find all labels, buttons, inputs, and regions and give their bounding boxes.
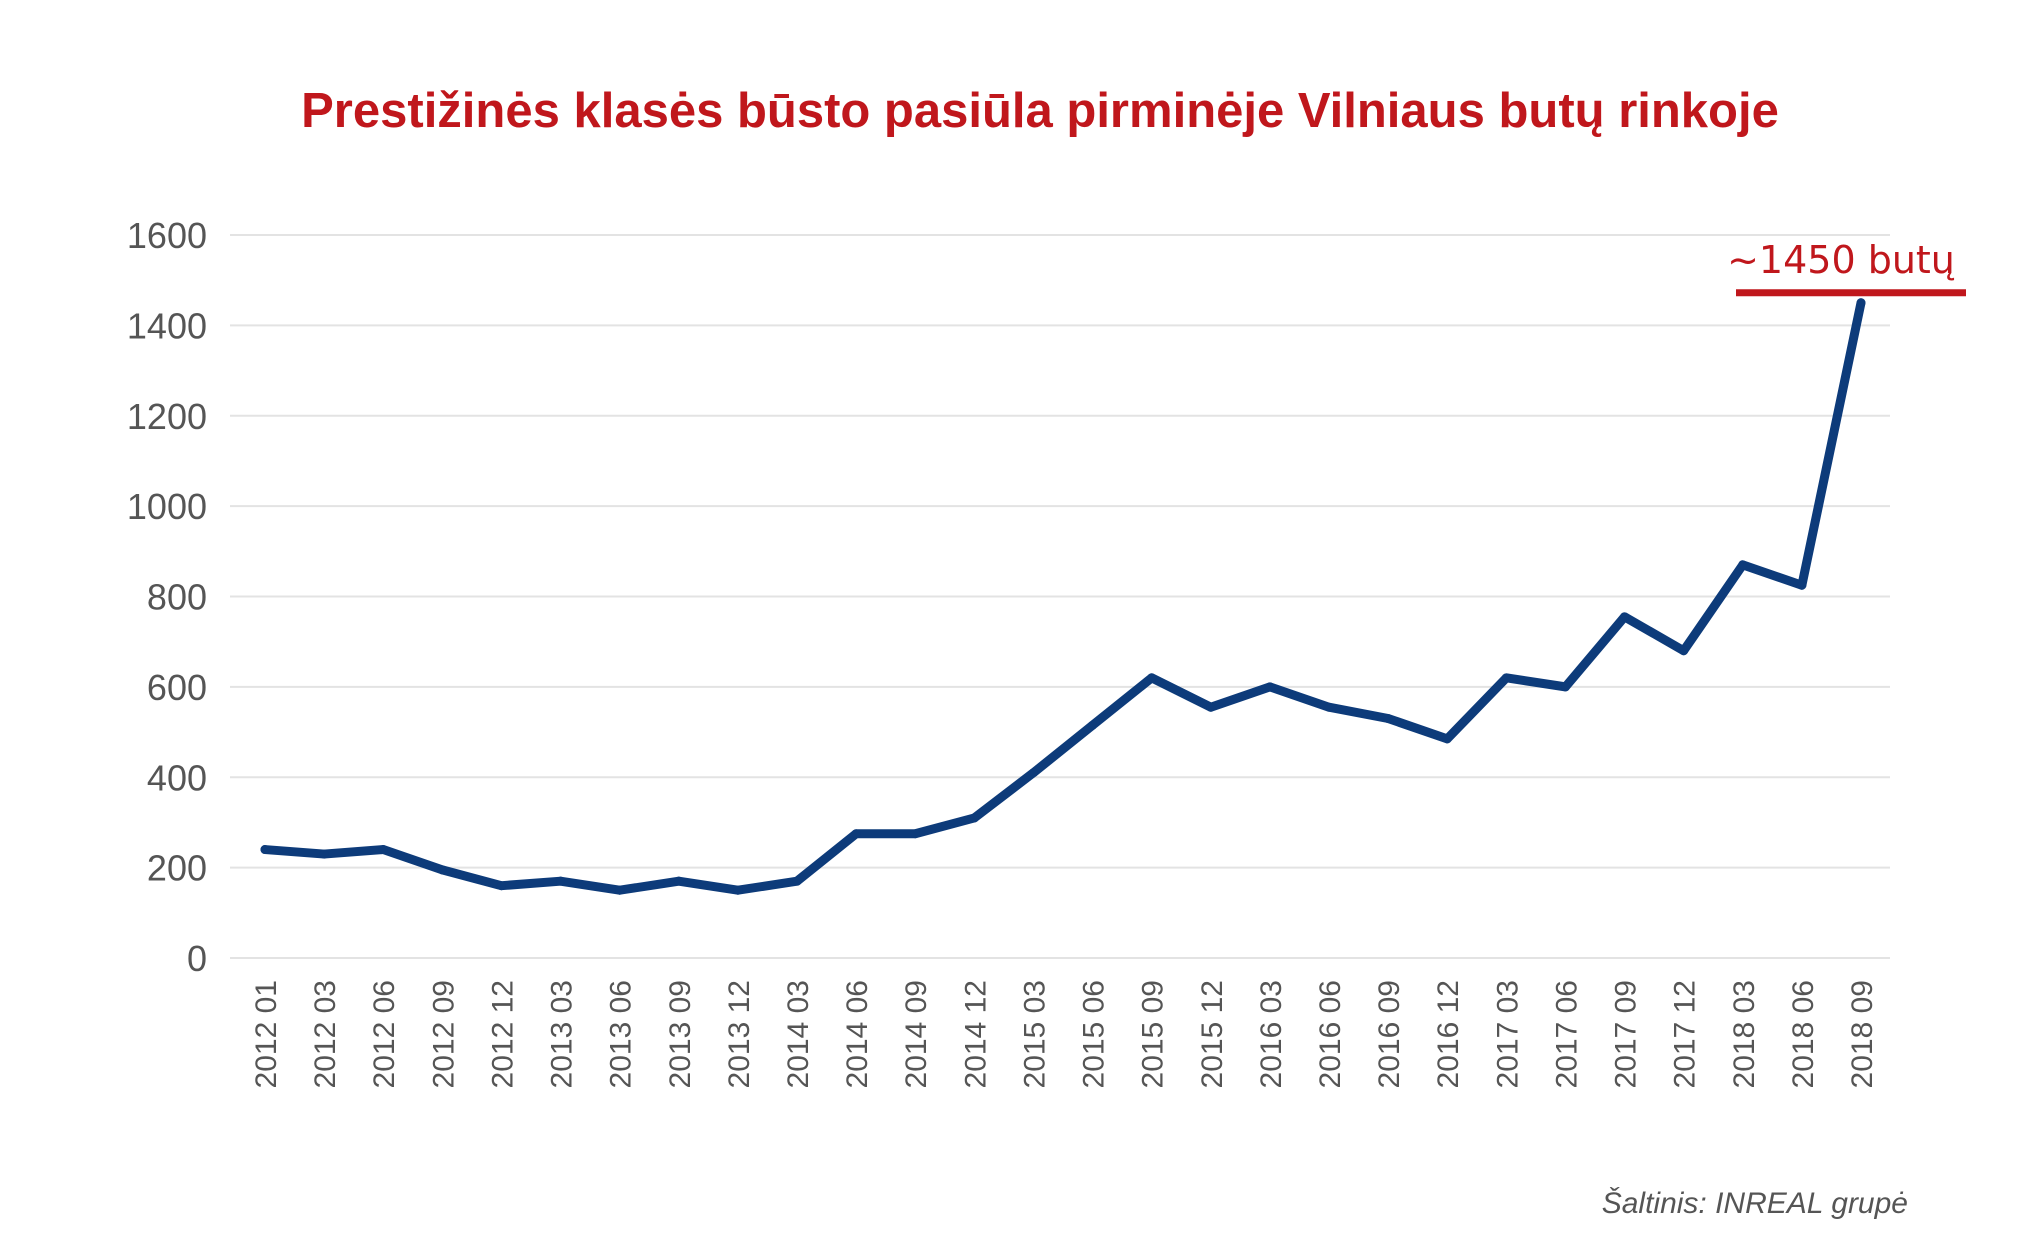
data-point: [1028, 768, 1038, 778]
y-tick-label: 1400: [127, 305, 207, 346]
data-point: [437, 865, 447, 875]
x-tick-label: 2017 03: [1491, 980, 1524, 1088]
x-tick-label: 2013 09: [664, 980, 697, 1088]
x-tick-label: 2012 12: [486, 980, 519, 1088]
data-point: [851, 829, 861, 839]
series-layer: [260, 298, 1866, 895]
data-point: [1856, 298, 1866, 308]
data-point: [1738, 560, 1748, 570]
data-point: [1442, 734, 1452, 744]
data-point: [1383, 714, 1393, 724]
y-tick-label: 0: [187, 938, 207, 979]
y-tick-label: 600: [147, 667, 207, 708]
x-tick-label: 2017 09: [1610, 980, 1643, 1088]
x-tick-label: 2015 12: [1196, 980, 1229, 1088]
data-point: [910, 829, 920, 839]
chart-title: Prestižinės klasės būsto pasiūla pirminė…: [301, 84, 1779, 138]
data-point: [615, 885, 625, 895]
y-tick-label: 200: [147, 848, 207, 889]
x-tick-label: 2013 06: [605, 980, 638, 1088]
y-tick-label: 800: [147, 577, 207, 618]
x-tick-label: 2018 09: [1846, 980, 1879, 1088]
y-tick-label: 1600: [127, 215, 207, 256]
x-tick-label: 2012 01: [250, 980, 283, 1088]
x-tick-label: 2017 06: [1550, 980, 1583, 1088]
annotation-label: ~1450 butų: [1727, 238, 1955, 282]
data-point: [1206, 702, 1216, 712]
x-tick-label: 2017 12: [1669, 980, 1702, 1088]
x-tick-label: 2018 06: [1787, 980, 1820, 1088]
x-tick-label: 2014 03: [782, 980, 815, 1088]
x-tick-label: 2015 03: [1018, 980, 1051, 1088]
data-point: [1620, 612, 1630, 622]
data-point: [1265, 682, 1275, 692]
x-tick-label: 2016 06: [1314, 980, 1347, 1088]
annotation: ~1450 butų: [1727, 238, 1966, 297]
data-point: [556, 876, 566, 886]
data-point: [1679, 646, 1689, 656]
x-tick-label: 2016 03: [1255, 980, 1288, 1088]
y-tick-label: 1200: [127, 396, 207, 437]
x-tick-label: 2013 03: [546, 980, 579, 1088]
data-point: [378, 845, 388, 855]
data-point: [1560, 682, 1570, 692]
x-tick-label: 2012 09: [427, 980, 460, 1088]
x-tick-label: 2013 12: [723, 980, 756, 1088]
x-tick-label: 2016 09: [1373, 980, 1406, 1088]
x-tick-label: 2014 09: [900, 980, 933, 1088]
x-tick-label: 2014 12: [959, 980, 992, 1088]
x-tick-label: 2014 06: [841, 980, 874, 1088]
x-tick-label: 2012 06: [368, 980, 401, 1088]
data-point: [1501, 673, 1511, 683]
source-note: Šaltinis: INREAL grupė: [1602, 1186, 1908, 1220]
x-tick-label: 2016 12: [1432, 980, 1465, 1088]
data-point: [733, 885, 743, 895]
data-point: [969, 813, 979, 823]
data-point: [319, 849, 329, 859]
data-point: [1797, 580, 1807, 590]
y-axis-ticks: 0 200 400 600 800 1000 1200 1400 1600: [127, 215, 207, 979]
x-axis-ticks: 2012 01 2012 03 2012 06 2012 09 2012 12 2013 …: [250, 980, 1879, 1088]
data-point: [1147, 673, 1157, 683]
y-tick-label: 400: [147, 757, 207, 798]
data-point: [496, 881, 506, 891]
data-point: [260, 845, 270, 855]
data-point: [674, 876, 684, 886]
x-tick-label: 2015 06: [1078, 980, 1111, 1088]
x-tick-label: 2015 09: [1137, 980, 1170, 1088]
x-tick-label: 2012 03: [309, 980, 342, 1088]
data-point: [1324, 702, 1334, 712]
gridlines: [230, 234, 1890, 959]
x-tick-label: 2018 03: [1728, 980, 1761, 1088]
series-line: [260, 298, 1866, 895]
data-point: [792, 876, 802, 886]
data-point: [1088, 720, 1098, 730]
y-tick-label: 1000: [127, 486, 207, 527]
